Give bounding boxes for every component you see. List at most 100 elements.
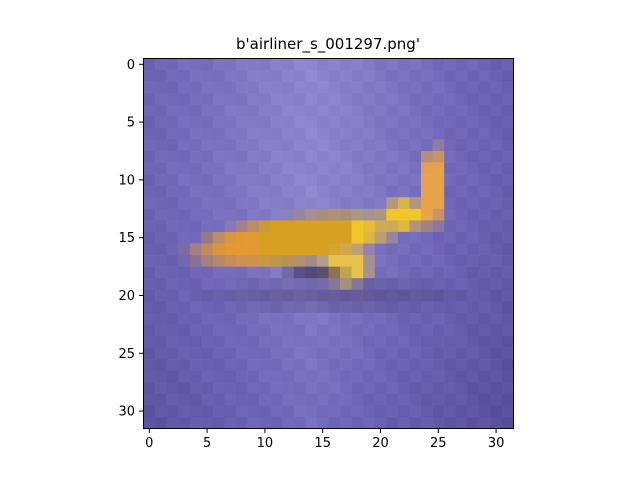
image-pixel: [189, 255, 202, 267]
image-pixel: [316, 174, 329, 186]
image-pixel: [259, 151, 271, 163]
image-pixel: [409, 93, 422, 106]
image-pixel: [155, 416, 167, 429]
image-pixel: [444, 220, 456, 233]
image-pixel: [305, 208, 318, 221]
image-pixel: [444, 324, 456, 337]
image-pixel: [478, 162, 491, 175]
image-pixel: [166, 266, 179, 279]
image-pixel: [328, 382, 341, 395]
image-pixel: [374, 266, 387, 279]
image-pixel: [236, 289, 248, 302]
image-pixel: [386, 301, 399, 314]
y-tick-label: 15: [118, 231, 135, 246]
image-pixel: [189, 347, 202, 360]
image-pixel: [478, 243, 491, 256]
image-pixel: [328, 231, 341, 244]
image-pixel: [501, 139, 514, 152]
image-pixel: [374, 416, 387, 429]
image-pixel: [282, 104, 295, 117]
image-pixel: [212, 359, 225, 371]
image-pixel: [293, 116, 306, 129]
image-pixel: [432, 382, 445, 395]
image-pixel: [282, 93, 295, 106]
image-pixel: [236, 266, 248, 279]
image-pixel: [444, 58, 456, 71]
image-pixel: [409, 382, 422, 395]
image-pixel: [386, 312, 399, 325]
image-pixel: [166, 243, 179, 256]
image-pixel: [259, 416, 271, 429]
image-pixel: [224, 116, 237, 129]
image-pixel: [155, 347, 167, 360]
image-pixel: [467, 393, 480, 406]
image-pixel: [409, 312, 422, 325]
image-pixel: [155, 139, 167, 152]
image-pixel: [224, 405, 237, 418]
image-pixel: [340, 81, 352, 94]
image-pixel: [363, 266, 376, 279]
image-pixel: [421, 174, 433, 186]
image-pixel: [444, 243, 456, 256]
image-pixel: [455, 393, 468, 406]
image-pixel: [166, 289, 179, 302]
image-pixel: [282, 231, 295, 244]
x-tick: 25: [430, 428, 447, 451]
image-pixel: [247, 208, 260, 221]
image-pixel: [212, 255, 225, 267]
image-pixel: [363, 185, 376, 198]
image-pixel: [282, 58, 295, 71]
image-pixel: [501, 312, 514, 325]
image-pixel: [490, 93, 503, 106]
image-pixel: [386, 405, 399, 418]
image-pixel: [224, 324, 237, 337]
image-pixel: [351, 70, 364, 82]
image-pixel: [351, 116, 364, 129]
image-pixel: [155, 208, 167, 221]
image-pixel: [421, 359, 433, 371]
image-pixel: [282, 347, 295, 360]
image-pixel: [305, 185, 318, 198]
image-pixel: [363, 220, 376, 233]
image-pixel: [421, 58, 433, 71]
image-pixel: [409, 336, 422, 348]
image-pixel: [143, 231, 156, 244]
image-pixel: [467, 255, 480, 267]
image-pixel: [201, 312, 214, 325]
image-pixel: [224, 220, 237, 233]
image-pixel: [247, 289, 260, 302]
image-pixel: [455, 278, 468, 291]
image-pixel: [397, 278, 410, 291]
image-pixel: [259, 231, 271, 244]
image-pixel: [143, 312, 156, 325]
image-pixel: [432, 185, 445, 198]
image-pixel: [409, 243, 422, 256]
image-pixel: [316, 336, 329, 348]
image-pixel: [166, 324, 179, 337]
image-pixel: [432, 405, 445, 418]
image-pixel: [236, 347, 248, 360]
x-tick-label: 5: [203, 436, 211, 451]
image-pixel: [189, 151, 202, 163]
image-pixel: [316, 93, 329, 106]
image-pixel: [444, 231, 456, 244]
image-pixel: [166, 312, 179, 325]
image-pixel: [409, 220, 422, 233]
image-pixel: [189, 185, 202, 198]
image-pixel: [386, 266, 399, 279]
image-pixel: [201, 255, 214, 267]
image-pixel: [363, 393, 376, 406]
image-pixel: [224, 243, 237, 256]
image-pixel: [166, 405, 179, 418]
image-pixel: [316, 58, 329, 71]
image-pixel: [201, 393, 214, 406]
image-pixel: [340, 127, 352, 140]
image-pixel: [143, 278, 156, 291]
image-pixel: [259, 382, 271, 395]
image-pixel: [467, 416, 480, 429]
image-pixel: [374, 231, 387, 244]
image-pixel: [293, 151, 306, 163]
image-pixel: [455, 208, 468, 221]
image-pixel: [201, 336, 214, 348]
image-pixel: [293, 336, 306, 348]
